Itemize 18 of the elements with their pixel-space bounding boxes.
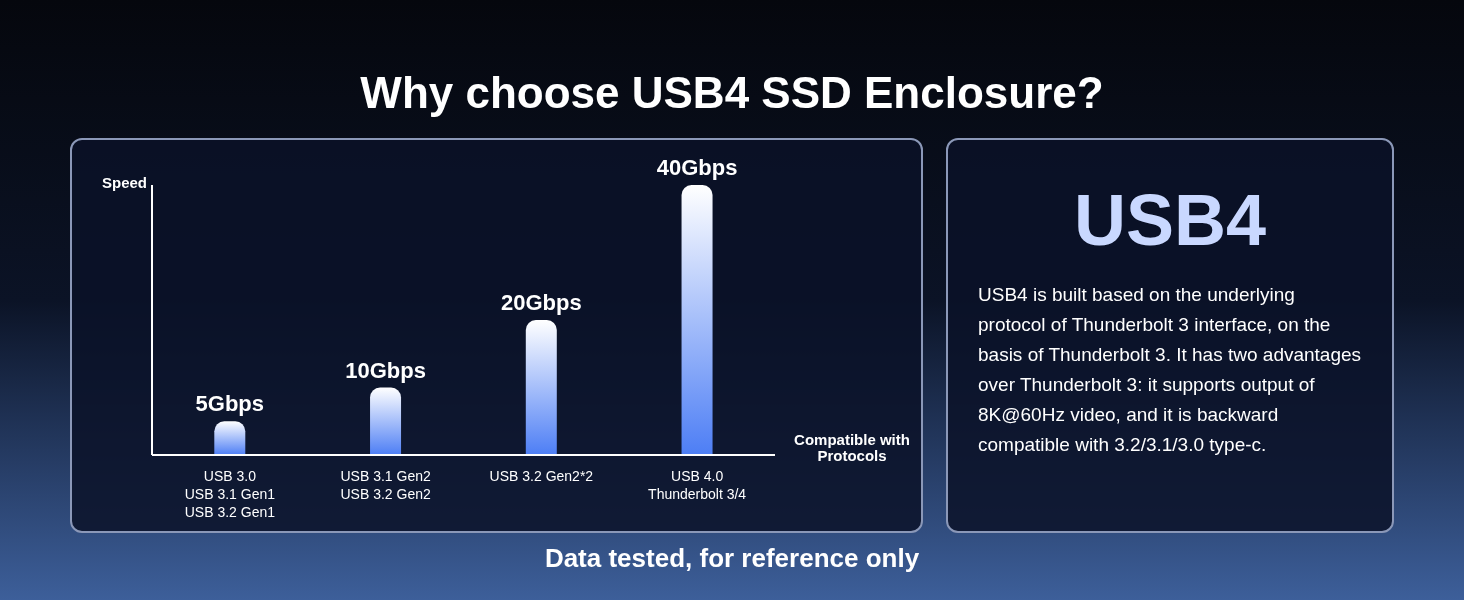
data-label: 40Gbps <box>656 155 738 180</box>
bar <box>370 387 402 455</box>
x-axis-title: Compatible with Protocols <box>793 431 911 464</box>
bar <box>525 320 557 455</box>
bar <box>681 185 713 455</box>
x-tick-label: USB 3.2 Gen2*2 <box>489 468 594 484</box>
x-tick-label: USB 4.0 Thunderbolt 3/4 <box>648 468 747 502</box>
text: USB4 <box>1072 180 1268 260</box>
data-label: 20Gbps <box>500 290 582 315</box>
y-axis-title: Speed <box>102 174 148 191</box>
text: Data tested, for reference only <box>543 543 921 574</box>
data-label: 5Gbps <box>195 391 265 417</box>
x-tick-label: USB 3.1 Gen2 USB 3.2 Gen2 <box>340 468 431 502</box>
bar <box>214 421 246 455</box>
text: USB4 is built based on the underlying protocol of Thunderbolt 3 interface, on the basis of Thunderbolt 3. It has two advantages over Thunderbolt 3: it supports output of 8K@60Hz video, and it is backward compatible with 3.2/3.1/3.0 type-c. <box>978 283 1362 457</box>
chart-title: Why choose USB4 SSD Enclosure? <box>359 68 1105 118</box>
data-label: 10Gbps <box>345 357 426 383</box>
x-tick-label: USB 3.0 USB 3.1 Gen1 USB 3.2 Gen1 <box>184 468 276 520</box>
